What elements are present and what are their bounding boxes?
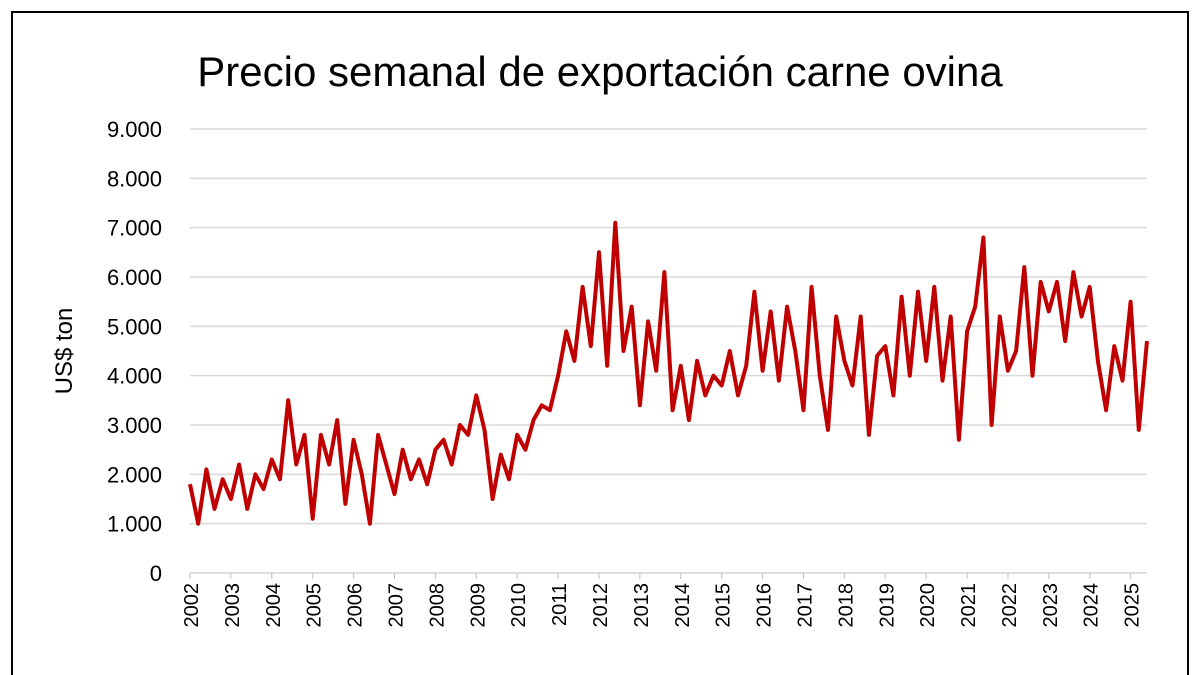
y-axis-label: US$ ton	[51, 308, 78, 395]
frame	[11, 11, 1189, 675]
x-tick-label: 2013	[631, 583, 653, 628]
x-tick-label: 2007	[385, 583, 407, 628]
y-tick-label: 6.000	[107, 265, 162, 290]
x-tick-label: 2017	[794, 583, 816, 628]
x-tick-label: 2025	[1122, 583, 1144, 628]
x-tick-label: 2015	[713, 583, 735, 628]
x-tick-label: 2024	[1081, 583, 1103, 628]
x-tick-label: 2018	[835, 583, 857, 628]
x-tick-label: 2002	[181, 583, 203, 628]
y-tick-label: 0	[150, 561, 162, 586]
line-series	[188, 220, 1149, 526]
x-tick-label: 2009	[467, 583, 489, 628]
x-tick-label: 2021	[958, 583, 980, 628]
x-tick-label: 2004	[263, 583, 285, 628]
x-tick-label: 2014	[672, 583, 694, 628]
x-tick-label: 2005	[304, 583, 326, 628]
x-tick-label: 2022	[999, 583, 1021, 628]
x-tick-label: 2020	[917, 583, 939, 628]
x-tick-label: 2016	[754, 583, 776, 628]
y-tick-label: 8.000	[107, 166, 162, 191]
x-tick-label: 2006	[345, 583, 367, 628]
y-tick-label: 2.000	[107, 462, 162, 487]
y-tick-label: 7.000	[107, 216, 162, 241]
y-tick-label: 9.000	[107, 117, 162, 142]
x-tick-label: 2008	[426, 583, 448, 628]
x-tick-label: 2023	[1040, 583, 1062, 628]
y-tick-label: 4.000	[107, 364, 162, 389]
x-tick-label: 2003	[222, 583, 244, 628]
y-tick-label: 3.000	[107, 413, 162, 438]
x-tick-label: 2011	[549, 583, 571, 626]
x-tick-label: 2012	[590, 583, 612, 628]
y-tick-label: 5.000	[107, 314, 162, 339]
chart-title: Precio semanal de exportación carne ovin…	[197, 48, 1003, 95]
x-tick-label: 2019	[876, 583, 898, 628]
x-tick-label: 2010	[508, 583, 530, 628]
y-tick-label: 1.000	[107, 512, 162, 537]
